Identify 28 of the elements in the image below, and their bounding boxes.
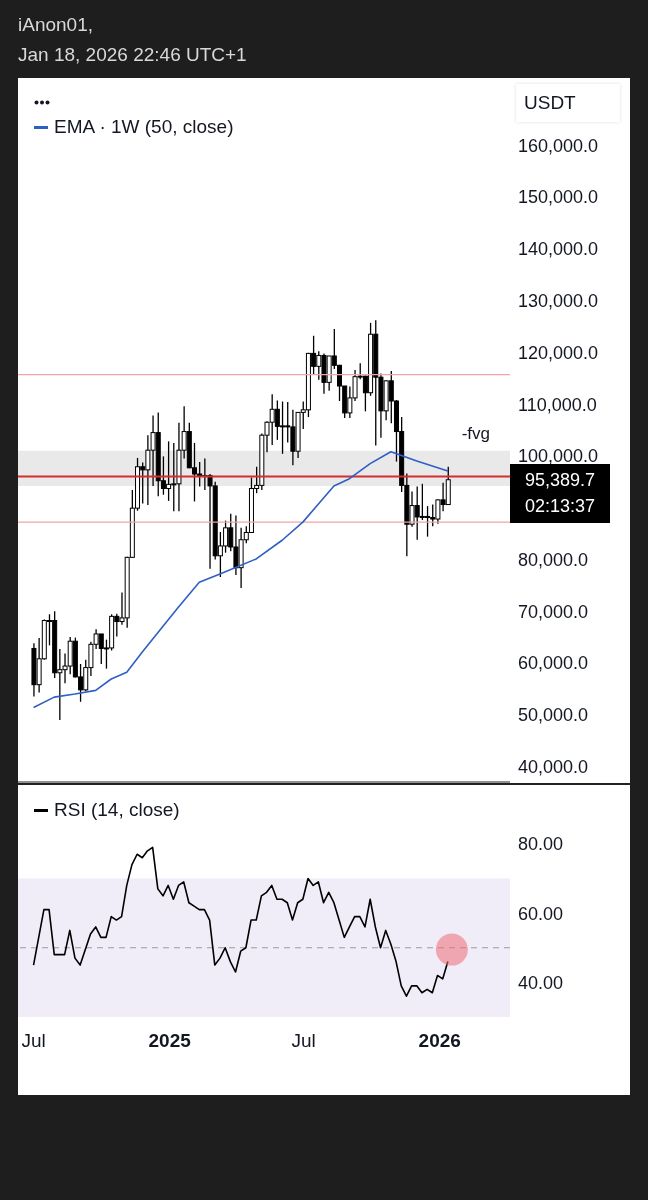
- x-tick-label: Jul: [291, 1030, 316, 1051]
- legend-label: RSI (14, close): [54, 799, 180, 821]
- x-tick-label: 2025: [148, 1030, 192, 1051]
- y-tick-label: 160,000.0: [518, 135, 599, 156]
- text: 95,389.7: [523, 468, 597, 492]
- chart-subtitle: Jan 18, 2026 22:46 UTC+1: [18, 43, 248, 67]
- y-tick-label: 60,000.0: [518, 653, 589, 674]
- band-label: -fvg: [461, 423, 490, 443]
- y-tick-label: 100,000.0: [518, 446, 599, 467]
- y-tick-label: 50,000.0: [518, 705, 589, 726]
- chart-title: iAnon01,: [18, 13, 94, 37]
- y-tick-label: 80.00: [518, 834, 564, 855]
- y-tick-label: 130,000.0: [518, 290, 599, 311]
- y-tick-label: 80,000.0: [518, 549, 589, 570]
- y-tick-label: 140,000.0: [518, 239, 599, 260]
- y-tick-label: 110,000.0: [518, 394, 597, 415]
- y-tick-label: 70,000.0: [518, 601, 589, 622]
- y-tick-label: 120,000.0: [518, 342, 599, 363]
- y-tick-label: 150,000.0: [518, 187, 599, 208]
- x-tick-label: 2026: [418, 1030, 461, 1051]
- y-tick-label: 40,000.0: [518, 756, 589, 777]
- line-series: [32, 450, 449, 709]
- legend-label: EMA · 1W (50, close): [54, 116, 234, 138]
- y-tick-label: 60.00: [518, 903, 564, 924]
- y-tick-label: 40.00: [518, 972, 564, 993]
- y-axis-title: USDT: [516, 84, 620, 122]
- x-tick-label: Jul: [21, 1030, 46, 1051]
- text: 02:13:37: [523, 494, 597, 518]
